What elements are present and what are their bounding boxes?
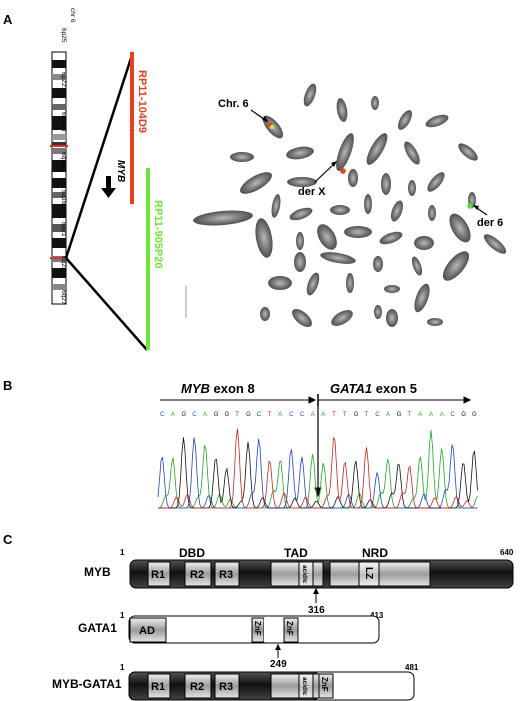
myb-start: 1: [120, 548, 125, 557]
exon2-label: GATA1 exon 5: [330, 381, 417, 396]
ideogram-title: chr 6: [69, 8, 76, 23]
sequence-base: C: [451, 412, 456, 418]
probe-1-label: RP11-104D9: [136, 70, 148, 133]
sequence-base: A: [278, 412, 282, 418]
gata1-domain-znf1: ZnF: [253, 621, 262, 636]
annotation-derx: der X: [298, 186, 326, 198]
myb-end: 640: [500, 548, 514, 557]
myb-domain-r3: R3: [219, 569, 233, 581]
probe-2-bar: [146, 168, 150, 350]
band-label: 6q21: [60, 222, 67, 237]
sequence-base: G: [214, 412, 219, 418]
sequence-base: C: [160, 412, 165, 418]
sequence-base: G: [461, 412, 466, 418]
myb-domain-lz: LZ: [363, 567, 374, 579]
myb-name: MYB: [84, 565, 111, 579]
gata1-breakpoint: 249: [270, 659, 287, 670]
metaphase-spread: [193, 83, 507, 327]
band-label: 6q13: [60, 152, 67, 167]
gata1-domain-znf2: ZnF: [285, 621, 294, 636]
trace-T: [158, 428, 478, 509]
sequence-base: C: [300, 412, 305, 418]
sequence-base: T: [364, 412, 368, 418]
fusion-domain-acidic: acidic: [301, 677, 308, 696]
chromatogram: [157, 428, 478, 509]
probe-1-bar: [130, 52, 134, 204]
sequence-base: T: [268, 412, 272, 418]
sequence-base: G: [472, 412, 477, 418]
gene-label: MYB: [115, 160, 126, 182]
fusion-start: 1: [120, 663, 125, 672]
myb-domain-r1: R1: [151, 569, 165, 581]
sequence-base: C: [257, 412, 262, 418]
sequence-base: A: [440, 412, 444, 418]
sequence-base: G: [225, 412, 230, 418]
sequence-base: G: [397, 412, 402, 418]
gata1-domain-ad: AD: [139, 625, 155, 637]
fusion-domain-r3: R3: [219, 681, 233, 693]
gata1-start: 1: [120, 611, 125, 620]
fusion-name: MYB-GATA1: [52, 677, 122, 691]
sequence-base: G: [182, 412, 187, 418]
band-label: 6q27: [60, 290, 67, 305]
panel-c-label: C: [3, 532, 13, 547]
region-nrd-label: NRD: [362, 546, 388, 560]
sequence-base: C: [289, 412, 294, 418]
panel-c: DBD TAD NRD 1 640 MYB R1 R2 R3 acidic LZ…: [52, 546, 514, 701]
band-label: 6p22.3: [60, 72, 67, 92]
myb-domain-r2: R2: [190, 569, 204, 581]
sequence-base: C: [375, 412, 380, 418]
zoom-triangle: [64, 51, 148, 351]
sequence-base: C: [192, 412, 197, 418]
sequence-base: G: [354, 412, 359, 418]
chromosome-ideogram: [50, 51, 68, 305]
fusion-domain-r2: R2: [190, 681, 204, 693]
gata1-protein: [128, 615, 380, 644]
myb-breakpoint: 316: [308, 605, 325, 616]
region-dbd-label: DBD: [179, 546, 205, 560]
sequence-base: T: [332, 412, 336, 418]
sequence-base: A: [203, 412, 207, 418]
gata1-name: GATA1: [78, 621, 117, 635]
panel-a: chr 6 6p25 6p22.3 6p21.1 6q13 6q16.3 6q2…: [50, 8, 507, 351]
panel-b-label: B: [3, 378, 13, 393]
probe-2-label: RP11-905P20: [152, 200, 164, 269]
sequence-base: T: [407, 412, 411, 418]
myb-arrow: [101, 176, 116, 198]
fusion-end: 481: [405, 663, 419, 672]
sequence-base: A: [429, 412, 433, 418]
sequence-base: A: [386, 412, 390, 418]
fusion-domain-znf: ZnF: [320, 677, 329, 692]
sequence-base: A: [418, 412, 422, 418]
region-tad-label: TAD: [284, 546, 308, 560]
sequence-base: A: [171, 412, 175, 418]
panel-a-label: A: [3, 12, 13, 27]
band-label: 6q23.3: [60, 256, 67, 276]
fusion-domain-r1: R1: [151, 681, 165, 693]
sequence-base: A: [311, 412, 315, 418]
myb-domain-acidic: acidic: [301, 565, 308, 584]
annotation-chr6: Chr. 6: [218, 98, 249, 110]
sequence-base: T: [235, 412, 239, 418]
sequence-base: G: [246, 412, 251, 418]
myb-protein: [129, 559, 514, 589]
band-label: 6p21.1: [60, 112, 67, 132]
sequence-base: A: [321, 412, 325, 418]
annotation-der6: der 6: [477, 217, 503, 229]
gata1-end: 413: [370, 611, 384, 620]
band-label: 6q16.3: [60, 190, 67, 210]
sequence-base: T: [343, 412, 347, 418]
fusion-protein: [128, 671, 415, 701]
band-label: 6p25: [60, 28, 67, 43]
exon1-label: MYB exon 8: [181, 381, 255, 396]
